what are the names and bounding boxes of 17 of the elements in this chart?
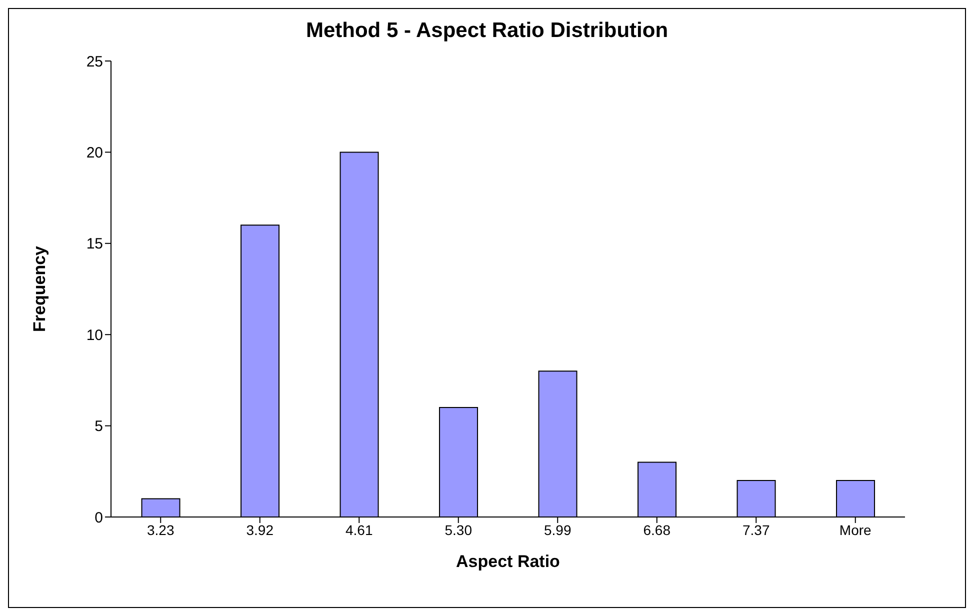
y-tick-label: 25 <box>86 53 103 70</box>
y-tick-label: 0 <box>94 509 103 526</box>
x-tick-label: 4.61 <box>346 522 373 538</box>
x-tick-label: More <box>839 522 872 538</box>
x-tick-label: 7.37 <box>742 522 770 538</box>
x-tick-label: 3.23 <box>147 522 174 538</box>
y-tick-label: 15 <box>86 236 103 253</box>
y-tick-label: 10 <box>86 326 103 344</box>
x-tick-label: 5.99 <box>544 522 572 538</box>
x-tick-label: 6.68 <box>643 522 671 538</box>
chart-title: Method 5 - Aspect Ratio Distribution <box>304 19 670 43</box>
x-tick-label: 5.30 <box>444 522 472 538</box>
y-axis-title: Frequency <box>30 245 50 332</box>
x-axis-title: Aspect Ratio <box>456 552 560 571</box>
y-tick-label: 20 <box>86 144 103 162</box>
x-tick-label: 3.92 <box>246 522 274 538</box>
y-tick-label: 5 <box>94 418 103 436</box>
